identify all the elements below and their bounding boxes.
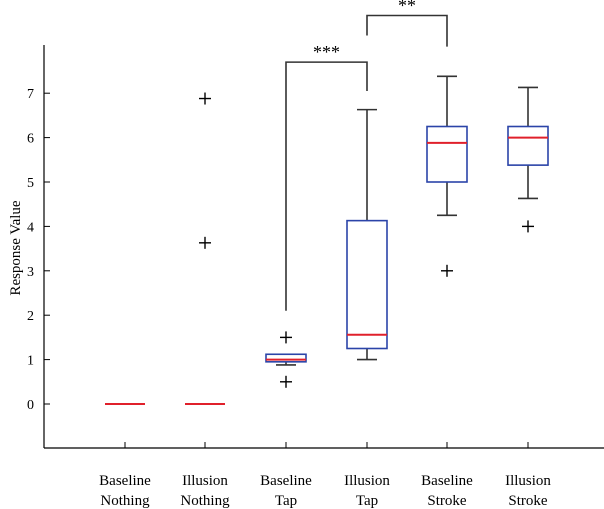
box-group xyxy=(265,331,307,388)
x-tick-label-line2: Stroke xyxy=(508,493,548,509)
box-group xyxy=(185,92,225,405)
x-tick-label-line2: Nothing xyxy=(100,493,150,509)
x-axis: Baseline Nothing Illusion Nothing Baseline Ta… xyxy=(44,442,604,509)
y-tick-label: 6 xyxy=(27,132,34,147)
x-tick-label-line2: Nothing xyxy=(180,493,230,509)
x-tick-label-line2: Tap xyxy=(356,493,378,509)
x-tick-label-line2: Stroke xyxy=(427,493,467,509)
significance-bracket xyxy=(285,61,368,311)
y-tick-label: 7 xyxy=(27,87,34,102)
boxes xyxy=(105,75,549,405)
y-tick-label: 5 xyxy=(27,176,34,191)
outlier-marker xyxy=(441,264,453,277)
box-group xyxy=(507,86,549,233)
y-axis: 0 1 2 3 4 5 6 7 xyxy=(27,45,50,448)
y-tick-label: 2 xyxy=(27,309,34,324)
box-iqr xyxy=(265,353,307,363)
x-tick-label-line1: Baseline xyxy=(99,473,151,489)
y-tick-label: 1 xyxy=(27,354,34,369)
significance-bracket xyxy=(366,14,448,47)
outlier-marker xyxy=(522,220,534,233)
x-tick-label-line1: Illusion xyxy=(505,473,551,489)
y-tick-label: 0 xyxy=(27,398,34,413)
box-iqr xyxy=(346,219,388,350)
y-tick-label: 4 xyxy=(27,220,34,235)
x-tick-label-line1: Baseline xyxy=(421,473,473,489)
box-iqr xyxy=(426,125,468,183)
x-tick-label-line1: Baseline xyxy=(260,473,312,489)
x-tick-label-line1: Illusion xyxy=(344,473,390,489)
box-group xyxy=(346,108,388,361)
significance-label: ** xyxy=(398,0,416,16)
box-group xyxy=(426,75,468,277)
outlier-marker xyxy=(280,331,292,344)
box-iqr xyxy=(507,125,549,166)
x-tick-label-line2: Tap xyxy=(275,493,297,509)
significance-label: *** xyxy=(313,42,340,62)
outlier-marker xyxy=(199,92,211,105)
outlier-marker xyxy=(199,236,211,249)
x-tick-label-line1: Illusion xyxy=(182,473,228,489)
significance-brackets: ***** xyxy=(285,0,448,311)
outlier-marker xyxy=(280,375,292,388)
y-tick-label: 3 xyxy=(27,265,34,280)
y-axis-label: Response Value xyxy=(8,200,24,295)
